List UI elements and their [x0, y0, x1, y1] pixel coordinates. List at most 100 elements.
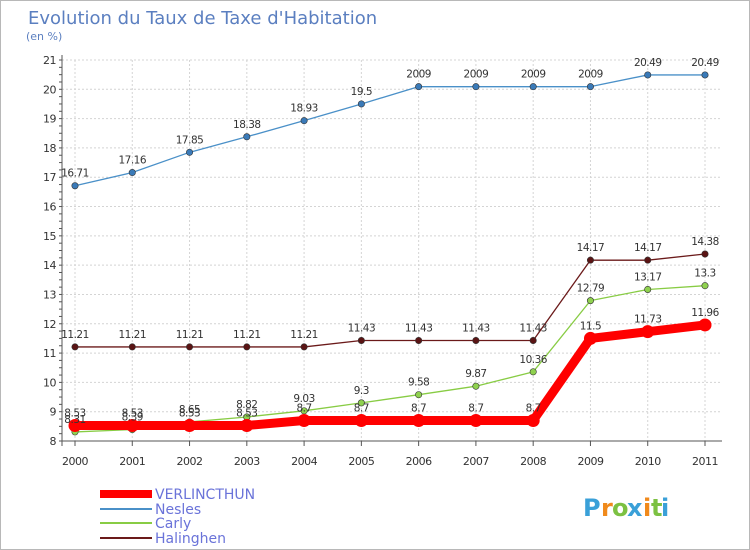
- point-halinghen: [701, 250, 709, 258]
- chart-title: Evolution du Taux de Taxe d'Habitation: [28, 8, 377, 29]
- data-label-verlincthun: 8.53: [122, 407, 143, 419]
- y-tick-label: 14: [43, 259, 56, 272]
- data-label-nesles: 17.85: [176, 134, 204, 146]
- series-layer: [68, 71, 712, 436]
- data-label-halinghen: 11.43: [519, 322, 547, 334]
- point-halinghen: [186, 343, 194, 351]
- point-carly: [586, 297, 594, 305]
- y-tick-label: 13: [43, 288, 56, 301]
- data-label-nesles: 20.49: [634, 57, 662, 69]
- logo-letter: r: [601, 494, 613, 522]
- data-label-carly: 9.87: [465, 368, 486, 380]
- data-label-nesles: 2009: [406, 69, 431, 81]
- series-line-carly: [74, 285, 706, 433]
- data-label-verlincthun: 11.5: [580, 320, 601, 332]
- series-line-nesles: [74, 74, 706, 187]
- point-halinghen: [128, 343, 136, 351]
- data-label-nesles: 2009: [464, 69, 489, 81]
- logo-letter: t: [651, 494, 662, 522]
- point-verlincthun: [125, 418, 139, 432]
- point-verlincthun: [583, 331, 597, 345]
- point-halinghen: [71, 343, 79, 351]
- legend-label-verlincthun: VERLINCTHUN: [155, 487, 255, 503]
- data-label-verlincthun: 11.73: [634, 314, 662, 326]
- data-label-halinghen: 11.43: [348, 322, 376, 334]
- data-label-halinghen: 11.21: [176, 329, 204, 341]
- data-label-nesles: 18.38: [233, 119, 261, 131]
- point-halinghen: [243, 343, 251, 351]
- x-tick-label: 2008: [520, 455, 546, 468]
- data-label-nesles: 20.49: [691, 57, 719, 69]
- point-nesles: [415, 83, 423, 91]
- point-halinghen: [586, 256, 594, 264]
- data-label-nesles: 2009: [521, 69, 546, 81]
- point-nesles: [644, 71, 652, 79]
- point-verlincthun: [354, 413, 368, 427]
- point-halinghen: [472, 336, 480, 344]
- series-line-halinghen: [74, 253, 706, 348]
- data-labels: 11.21 11.21 11.21 11.21 11.21 11.43 11.43 11.43…: [61, 57, 720, 426]
- y-tick-label: 8: [50, 435, 57, 448]
- data-label-halinghen: 11.43: [462, 322, 490, 334]
- point-halinghen: [357, 336, 365, 344]
- logo-letter: i: [661, 494, 669, 522]
- data-label-verlincthun: 8.7: [411, 402, 426, 414]
- data-label-halinghen: 14.17: [634, 242, 662, 254]
- point-carly: [701, 282, 709, 290]
- point-halinghen: [415, 336, 423, 344]
- y-tick-label: 20: [43, 83, 56, 96]
- data-label-halinghen: 11.21: [61, 329, 89, 341]
- point-verlincthun: [240, 418, 254, 432]
- axes: 8 9 10 11 12 13 14 15 16 17 18 19 20 21 2000 2001 2002 20…: [43, 54, 722, 468]
- point-verlincthun: [68, 418, 82, 432]
- point-verlincthun: [297, 413, 311, 427]
- data-label-verlincthun: 8.7: [526, 402, 541, 414]
- data-label-carly: 13.3: [694, 268, 715, 280]
- y-tick-label: 9: [50, 406, 57, 419]
- data-label-halinghen: 11.43: [405, 322, 433, 334]
- data-label-verlincthun: 8.7: [468, 402, 483, 414]
- point-nesles: [586, 83, 594, 91]
- y-tick-label: 11: [43, 347, 56, 360]
- data-label-carly: 9.3: [354, 385, 369, 397]
- data-label-carly: 9.58: [408, 377, 429, 389]
- data-label-verlincthun: 11.96: [691, 307, 719, 319]
- point-carly: [644, 285, 652, 293]
- point-halinghen: [529, 336, 537, 344]
- legend-label-halinghen: Halinghen: [155, 531, 226, 547]
- y-tick-label: 18: [43, 142, 56, 155]
- point-nesles: [243, 133, 251, 141]
- data-label-verlincthun: 8.53: [236, 407, 257, 419]
- x-tick-label: 2002: [177, 455, 203, 468]
- x-tick-label: 2009: [577, 455, 603, 468]
- point-carly: [472, 382, 480, 390]
- point-nesles: [128, 169, 136, 177]
- point-nesles: [701, 71, 709, 79]
- point-nesles: [71, 182, 79, 190]
- data-label-carly: 13.17: [634, 271, 662, 283]
- point-nesles: [300, 117, 308, 125]
- data-label-carly: 9.03: [293, 393, 314, 405]
- logo-letter: i: [643, 494, 651, 522]
- data-label-nesles: 16.71: [61, 168, 89, 180]
- data-label-nesles: 17.16: [118, 155, 146, 167]
- data-label-halinghen: 11.21: [290, 329, 318, 341]
- x-tick-label: 2006: [406, 455, 432, 468]
- point-nesles: [186, 148, 194, 156]
- point-verlincthun: [469, 413, 483, 427]
- y-tick-label: 12: [43, 318, 56, 331]
- point-carly: [357, 399, 365, 407]
- x-tick-label: 2005: [348, 455, 374, 468]
- point-nesles: [529, 83, 537, 91]
- point-verlincthun: [526, 413, 540, 427]
- y-tick-label: 17: [43, 171, 56, 184]
- data-label-halinghen: 14.38: [691, 236, 719, 248]
- x-tick-label: 2004: [291, 455, 317, 468]
- logo-letter: P: [583, 494, 601, 522]
- x-tick-label: 2000: [62, 455, 88, 468]
- data-label-carly: 8.31: [64, 414, 85, 426]
- logo-letter: o: [612, 494, 629, 522]
- legend-label-carly: Carly: [155, 516, 191, 532]
